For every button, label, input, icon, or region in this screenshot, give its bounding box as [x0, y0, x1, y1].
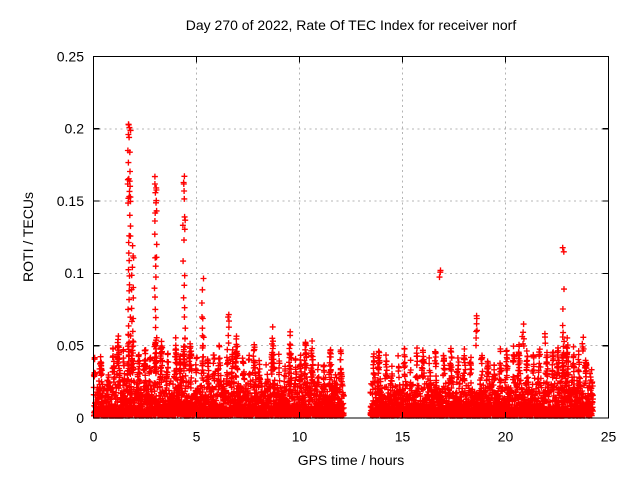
- y-axis-label: ROTI / TECUs: [20, 192, 36, 282]
- scatter-series-path: [90, 121, 596, 419]
- tick-labels: 0 5 10 15 20 25 0 0.05 0.1 0.15 0.2 0.25: [57, 48, 617, 444]
- tick-marks: [92, 55, 610, 419]
- x-tick-label: 20: [498, 429, 514, 445]
- y-tick-label: 0.25: [57, 48, 84, 64]
- x-tick-label: 25: [601, 429, 617, 445]
- axes-frame: [92, 55, 610, 419]
- x-tick-label: 0: [90, 429, 98, 445]
- y-tick-label: 0: [76, 410, 84, 426]
- x-tick-label: 5: [193, 429, 201, 445]
- x-axis-label: GPS time / hours: [298, 452, 405, 468]
- y-tick-label: 0.05: [57, 338, 84, 354]
- x-tick-label: 15: [395, 429, 411, 445]
- scatter-points: [90, 121, 596, 419]
- y-tick-label: 0.15: [57, 193, 84, 209]
- chart-title: Day 270 of 2022, Rate Of TEC Index for r…: [186, 17, 517, 33]
- x-tick-label: 10: [292, 429, 308, 445]
- y-tick-label: 0.1: [65, 265, 85, 281]
- y-tick-label: 0.2: [65, 121, 85, 137]
